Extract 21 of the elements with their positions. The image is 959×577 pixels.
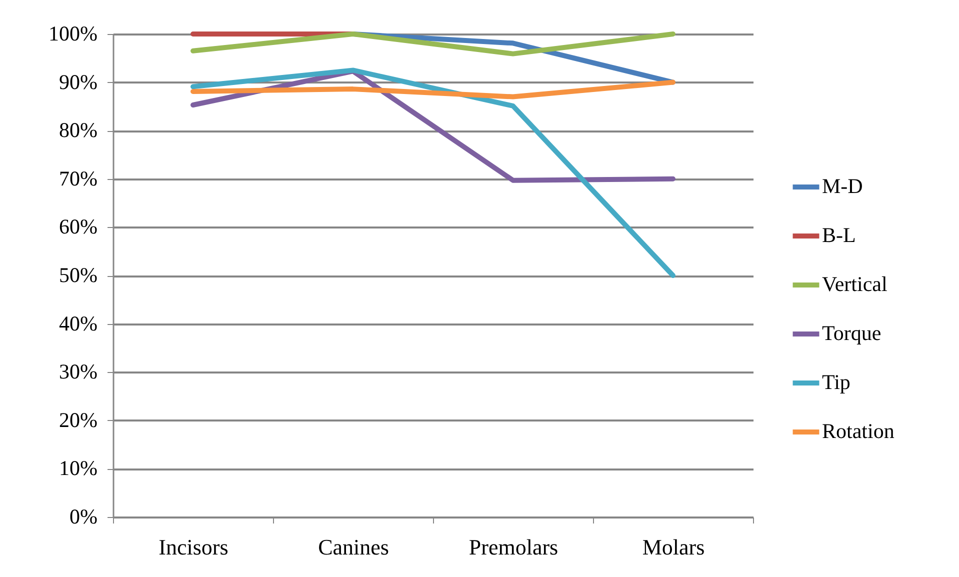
legend-label: B-L	[822, 223, 856, 247]
x-tick-label: Incisors	[158, 534, 228, 560]
y-tick-label: 70%	[59, 166, 98, 190]
y-tick-label: 20%	[59, 408, 98, 432]
x-tick-label: Canines	[318, 534, 389, 560]
legend-label: Torque	[822, 321, 882, 345]
legend-label: Rotation	[822, 419, 895, 443]
y-tick-label: 40%	[59, 311, 98, 336]
y-tick-label: 60%	[59, 214, 98, 239]
legend-label: Tip	[822, 370, 850, 394]
y-tick-label: 30%	[59, 360, 98, 384]
y-tick-label: 100%	[48, 22, 98, 46]
y-tick-label: 90%	[59, 70, 98, 94]
y-tick-label: 10%	[59, 456, 98, 480]
y-tick-label: 50%	[59, 263, 98, 287]
y-tick-label: 0%	[70, 504, 98, 528]
y-tick-label: 80%	[59, 118, 98, 142]
legend-label: M-D	[822, 174, 863, 198]
legend-label: Vertical	[822, 272, 888, 296]
x-tick-label: Molars	[642, 534, 705, 560]
x-tick-label: Premolars	[468, 534, 558, 560]
